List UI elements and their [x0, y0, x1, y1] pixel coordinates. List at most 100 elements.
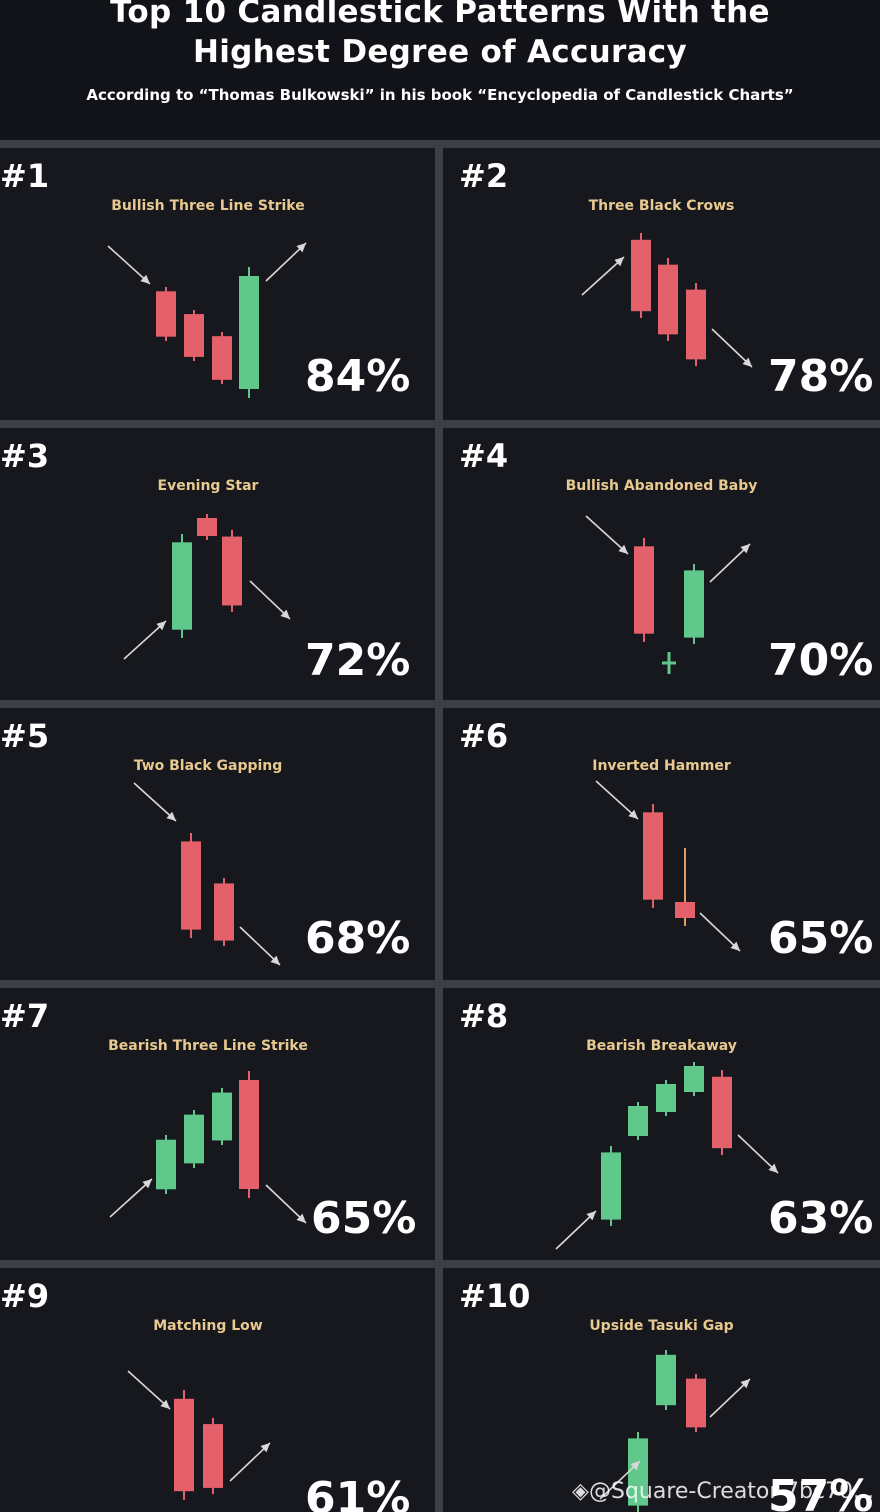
candle-bear	[686, 283, 706, 366]
pattern-chart	[127, 1370, 271, 1500]
pattern-rank: #9	[0, 1277, 50, 1315]
arrow-down-icon	[737, 1134, 779, 1174]
arrow-down-icon	[711, 328, 753, 368]
candle-bear	[239, 1071, 259, 1198]
arrow-down-icon	[585, 515, 629, 555]
pattern-name: Bearish Three Line Strike	[108, 1038, 308, 1054]
pattern-grid: #1 Bullish Three Line Strike 84% #2 Three Bl…	[0, 140, 880, 1512]
arrow-down-icon	[239, 926, 281, 966]
candle-bull	[172, 534, 192, 638]
pattern-chart	[555, 1062, 779, 1250]
arrow-up-icon	[709, 1378, 751, 1418]
pattern-panel: #9 Matching Low 61%	[0, 1268, 435, 1512]
arrow-down-icon	[133, 782, 177, 822]
arrow-up-icon	[581, 256, 625, 296]
candle-bull	[684, 1062, 704, 1096]
pattern-chart	[107, 242, 307, 398]
header: Top 10 Candlestick Patterns With the Hig…	[0, 0, 880, 140]
pattern-panel: #6 Inverted Hammer 65%	[443, 708, 880, 980]
pattern-chart	[133, 782, 281, 966]
candle-bear	[174, 1390, 194, 1500]
pattern-rank: #4	[459, 437, 509, 475]
pattern-chart	[581, 233, 753, 368]
candle-invhammer	[675, 848, 695, 926]
candle-bull	[601, 1146, 621, 1226]
arrow-down-icon	[699, 912, 741, 952]
candle-bear	[197, 514, 217, 540]
candle-bull	[184, 1110, 204, 1168]
pattern-accuracy: 70%	[768, 635, 874, 686]
pattern-accuracy: 78%	[768, 351, 874, 402]
pattern-name: Bearish Breakaway	[586, 1038, 737, 1054]
arrow-up-icon	[109, 1178, 153, 1218]
pattern-panel: #2 Three Black Crows 78%	[443, 148, 880, 420]
candle-bear	[634, 538, 654, 642]
candle-bear	[222, 530, 242, 612]
pattern-name: Upside Tasuki Gap	[589, 1318, 734, 1334]
pattern-rank: #6	[459, 717, 509, 755]
arrow-up-icon	[229, 1442, 271, 1482]
candle-bear	[181, 833, 201, 938]
pattern-panel: #7 Bearish Three Line Strike 65%	[0, 988, 435, 1260]
pattern-accuracy: 63%	[768, 1193, 874, 1244]
watermark: ◈@Square-Creator-7bc70...	[572, 1479, 874, 1504]
pattern-rank: #10	[459, 1277, 531, 1315]
pattern-name: Bullish Abandoned Baby	[565, 478, 758, 494]
candle-bear	[184, 310, 204, 361]
pattern-name: Evening Star	[157, 478, 259, 494]
pattern-accuracy: 65%	[311, 1193, 417, 1244]
candle-bear	[631, 233, 651, 318]
pattern-name: Two Black Gapping	[133, 758, 283, 774]
candle-bull	[212, 1088, 232, 1145]
pattern-chart	[585, 515, 751, 674]
pattern-chart	[109, 1071, 307, 1224]
pattern-accuracy: 84%	[305, 351, 411, 402]
candle-bull	[656, 1350, 676, 1410]
pattern-name: Inverted Hammer	[592, 758, 731, 774]
pattern-rank: #7	[0, 997, 50, 1035]
pattern-rank: #2	[459, 157, 509, 195]
arrow-down-icon	[249, 580, 291, 620]
watermark-diamond-icon: ◈	[572, 1479, 589, 1504]
candle-bear	[212, 332, 232, 384]
pattern-panel: #3 Evening Star 72%	[0, 428, 435, 700]
arrow-up-icon	[599, 1460, 641, 1500]
arrow-down-icon	[127, 1370, 171, 1410]
arrow-up-icon	[555, 1210, 597, 1250]
pattern-chart	[599, 1350, 751, 1512]
candle-bull	[628, 1432, 648, 1512]
arrow-down-icon	[595, 780, 639, 820]
pattern-rank: #5	[0, 717, 50, 755]
pattern-name: Three Black Crows	[588, 198, 735, 214]
pattern-chart	[123, 514, 291, 660]
candle-bear	[214, 878, 234, 946]
candle-bull	[684, 564, 704, 644]
arrow-up-icon	[123, 620, 167, 660]
arrow-up-icon	[265, 242, 307, 282]
candle-bull	[628, 1102, 648, 1140]
title-line-2: Highest Degree of Accuracy	[193, 34, 687, 70]
candle-bull	[156, 1135, 176, 1194]
pattern-rank: #3	[0, 437, 50, 475]
pattern-panel: #4 Bullish Abandoned Baby 70%	[443, 428, 880, 700]
pattern-accuracy: 65%	[768, 913, 874, 964]
page-title: Top 10 Candlestick Patterns With the Hig…	[0, 0, 880, 72]
pattern-accuracy: 68%	[305, 913, 411, 964]
pattern-rank: #1	[0, 157, 50, 195]
pattern-panel: #10 Upside Tasuki Gap 57%	[443, 1268, 880, 1512]
pattern-panel: #8 Bearish Breakaway 63%	[443, 988, 880, 1260]
candle-bear	[658, 258, 678, 341]
pattern-panel: #5 Two Black Gapping 68%	[0, 708, 435, 980]
candle-bear	[156, 287, 176, 341]
candle-bull	[656, 1080, 676, 1116]
candle-bear	[686, 1374, 706, 1432]
pattern-name: Matching Low	[153, 1318, 263, 1334]
arrow-down-icon	[265, 1184, 307, 1224]
title-line-1: Top 10 Candlestick Patterns With the	[110, 0, 770, 30]
page-subtitle: According to “Thomas Bulkowski” in his b…	[86, 86, 794, 104]
candle-bull	[239, 267, 259, 398]
pattern-panel: #1 Bullish Three Line Strike 84%	[0, 148, 435, 420]
pattern-accuracy: 61%	[305, 1473, 411, 1512]
pattern-name: Bullish Three Line Strike	[111, 198, 305, 214]
pattern-accuracy: 72%	[305, 635, 411, 686]
